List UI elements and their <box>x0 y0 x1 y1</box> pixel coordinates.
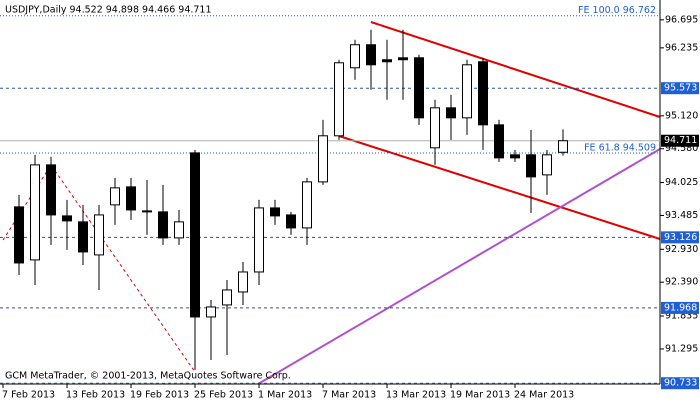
candle-body <box>30 164 40 261</box>
candle-body <box>542 154 552 176</box>
y-tick-label: 95.120 <box>665 110 698 121</box>
channel-lower <box>338 135 661 240</box>
candle-body <box>222 289 232 306</box>
level-box <box>661 231 699 244</box>
x-tick-label: 19 Feb 2013 <box>130 390 189 401</box>
fibo-label: FE 61.8 94.509 <box>584 143 656 154</box>
candle-body <box>366 44 376 66</box>
candle-body <box>78 221 88 253</box>
trend-line <box>257 148 661 385</box>
candle-body <box>382 59 392 63</box>
y-tick-label: 93.485 <box>665 210 698 221</box>
candle-body <box>238 271 248 293</box>
current-price-box <box>661 134 699 147</box>
candle-body <box>302 181 312 229</box>
y-tick-label: 91.295 <box>665 343 698 354</box>
candle-body <box>14 206 24 264</box>
candle-body <box>318 135 328 183</box>
candle-body <box>430 107 440 149</box>
x-tick-label: 1 Mar 2013 <box>258 390 312 401</box>
candle-body <box>190 152 200 318</box>
y-tick-label: 94.580 <box>665 143 698 154</box>
candle-body <box>478 61 488 126</box>
y-tick-label: 92.930 <box>665 244 698 255</box>
level-box <box>661 301 699 314</box>
x-tick-label: 7 Feb 2013 <box>2 390 55 401</box>
candle-body <box>110 187 120 206</box>
fibo-label: FE 100.0 96.762 <box>578 5 656 16</box>
level-label: 91.968 <box>664 302 697 313</box>
candle-body <box>254 207 264 273</box>
candle-body <box>446 107 456 119</box>
candle-body <box>142 210 152 213</box>
candle-body <box>334 62 344 137</box>
candle-body <box>526 154 536 178</box>
candle-body <box>174 221 184 239</box>
y-tick-label: 92.390 <box>665 277 698 288</box>
y-tick-label: 96.695 <box>665 14 698 25</box>
y-tick-label: 91.835 <box>665 311 698 322</box>
chart-title: USDJPY,Daily 94.522 94.898 94.466 94.711 <box>5 5 212 16</box>
candle-body <box>558 140 568 153</box>
x-tick-label: 7 Mar 2013 <box>322 390 376 401</box>
candle-body <box>270 207 280 217</box>
channel-upper <box>370 21 661 118</box>
current-price-label: 94.711 <box>664 135 697 146</box>
x-tick-label: 19 Mar 2013 <box>450 390 510 401</box>
x-tick-label: 13 Feb 2013 <box>66 390 125 401</box>
level-box <box>661 82 699 95</box>
y-tick-label: 94.025 <box>665 177 698 188</box>
candle-body <box>158 211 168 239</box>
x-tick-label: 24 Mar 2013 <box>514 390 574 401</box>
candle-body <box>398 57 408 61</box>
candle-body <box>46 164 56 216</box>
candle-body <box>494 124 504 159</box>
candle-body <box>62 215 72 222</box>
level-box <box>661 377 699 390</box>
candle-body <box>286 214 296 229</box>
x-tick-label: 13 Mar 2013 <box>386 390 446 401</box>
level-label: 95.573 <box>664 83 697 94</box>
candle-body <box>94 214 104 256</box>
candle-body <box>350 44 360 69</box>
candle-body <box>126 186 136 211</box>
level-label: 90.733 <box>664 378 697 389</box>
candle-body <box>206 306 216 318</box>
x-tick-label: 25 Feb 2013 <box>194 390 253 401</box>
copyright: GCM MetaTrader, © 2001-2013, MetaQuotes … <box>5 371 291 382</box>
y-tick-label: 96.235 <box>665 42 698 53</box>
candle-body <box>462 64 472 119</box>
level-label: 93.126 <box>664 232 697 243</box>
candle-body <box>414 57 424 119</box>
candle-body <box>510 154 520 159</box>
